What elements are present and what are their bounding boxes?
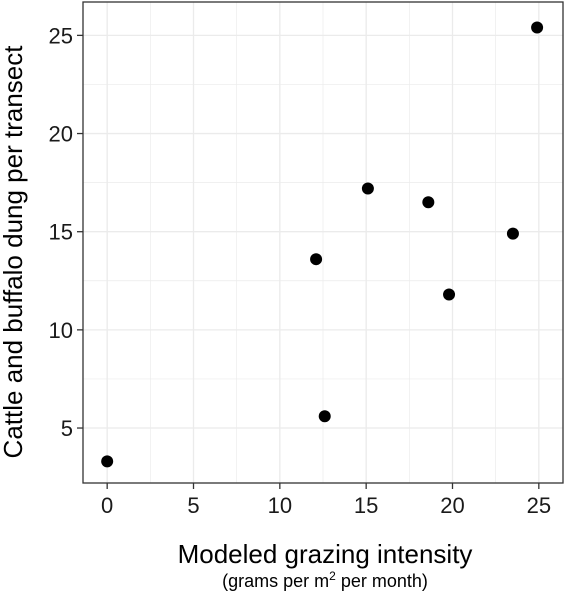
plot-panel <box>82 1 564 484</box>
x-axis-subtitle-after: per month) <box>336 571 428 591</box>
y-tick-label: 10 <box>49 318 73 343</box>
y-tick-label: 5 <box>61 416 73 441</box>
y-tick-label: 20 <box>49 122 73 147</box>
grid-lines <box>83 2 563 483</box>
data-point <box>506 227 519 240</box>
x-axis-ticks: 0 5 10 15 20 25 <box>101 483 551 518</box>
x-tick-label: 15 <box>354 493 378 518</box>
data-point <box>422 196 435 209</box>
data-point <box>443 288 456 301</box>
y-axis-title: Cattle and buffalo dung per transect <box>0 45 28 459</box>
x-axis-subtitle-superscript: 2 <box>329 569 336 583</box>
data-point <box>310 253 323 266</box>
x-axis-title: Modeled grazing intensity <box>178 539 473 569</box>
x-axis-subtitle-before: (grams per m <box>222 571 329 591</box>
x-tick-label: 0 <box>101 493 113 518</box>
x-tick-label: 20 <box>440 493 464 518</box>
data-point <box>531 21 544 34</box>
y-tick-label: 15 <box>49 220 73 245</box>
x-axis-subtitle: (grams per m2 per month) <box>222 569 428 591</box>
x-tick-label: 25 <box>527 493 551 518</box>
data-points <box>101 21 544 468</box>
x-tick-label: 10 <box>268 493 292 518</box>
data-point <box>318 410 331 423</box>
x-tick-label: 5 <box>187 493 199 518</box>
data-point <box>361 182 374 195</box>
data-point <box>101 455 114 468</box>
y-axis-ticks: 5 10 15 20 25 <box>49 23 83 441</box>
y-tick-label: 25 <box>49 23 73 48</box>
